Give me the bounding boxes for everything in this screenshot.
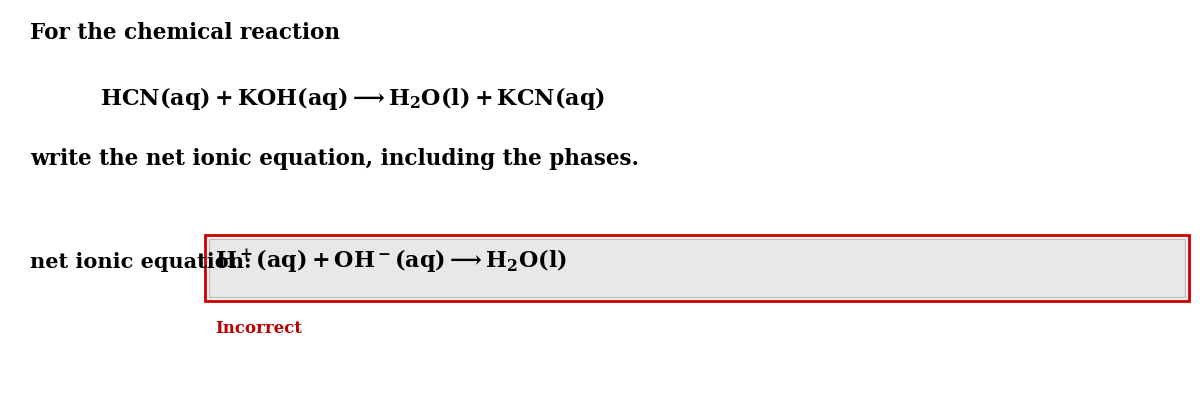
Text: $\mathbf{HCN(aq) + KOH(aq) \longrightarrow H_2O(l) + KCN(aq)}$: $\mathbf{HCN(aq) + KOH(aq) \longrightarr… — [100, 85, 605, 112]
Text: Incorrect: Incorrect — [215, 320, 302, 337]
Text: write the net ionic equation, including the phases.: write the net ionic equation, including … — [30, 148, 640, 170]
Bar — [205, 235, 1189, 301]
Text: For the chemical reaction: For the chemical reaction — [30, 22, 340, 44]
Bar — [209, 239, 1186, 297]
Text: net ionic equation:: net ionic equation: — [30, 252, 252, 272]
Text: $\mathbf{H^+(aq) + OH^-(aq) \longrightarrow H_2O(l)}$: $\mathbf{H^+(aq) + OH^-(aq) \longrightar… — [215, 248, 566, 276]
